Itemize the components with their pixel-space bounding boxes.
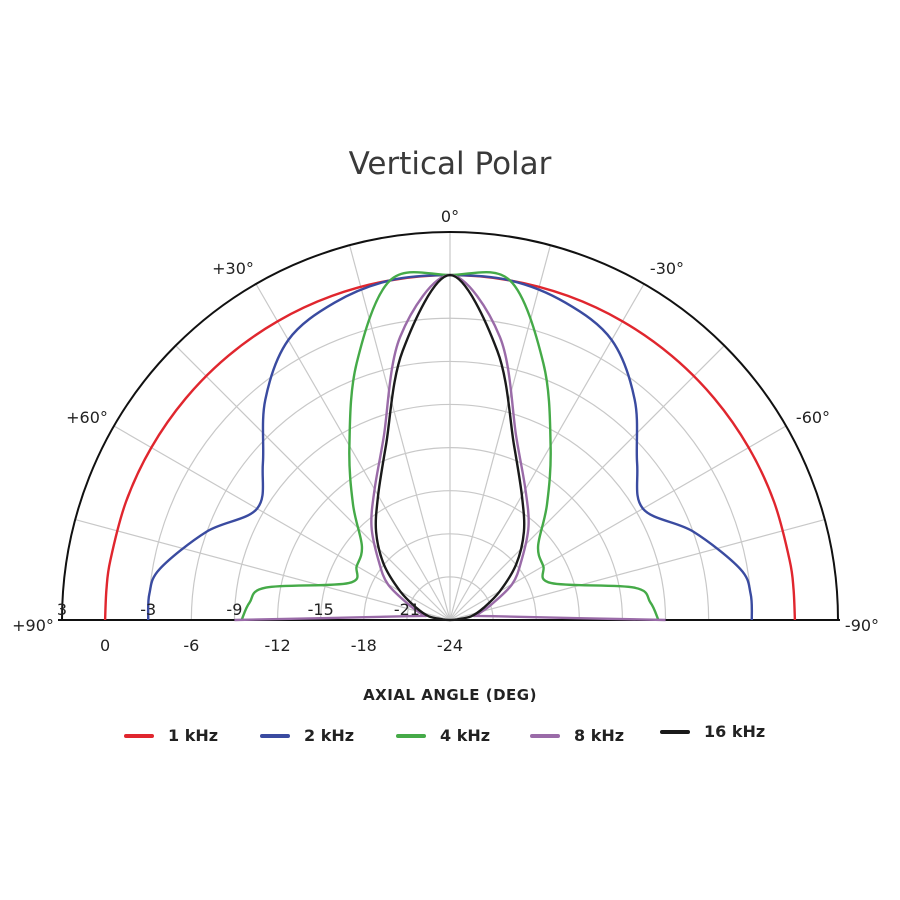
angle-label-minus30: -30° [650, 259, 684, 278]
radial-tick-label: 0 [100, 636, 110, 655]
radial-inline-label: -9 [226, 600, 242, 619]
angle-label-plus90: +90° [12, 616, 54, 635]
legend: 1 kHz 2 kHz 4 kHz 8 kHz 16 kHz [0, 722, 900, 750]
legend-item-4khz: 4 kHz [396, 726, 490, 745]
legend-label: 2 kHz [304, 726, 355, 745]
outer-boundary [61, 231, 839, 621]
legend-item-16khz: 16 kHz [660, 722, 765, 741]
legend-label: 1 kHz [168, 726, 219, 745]
angle-label-plus60: +60° [66, 408, 108, 427]
legend-item-2khz: 2 kHz [260, 726, 354, 745]
legend-label: 16 kHz [704, 722, 766, 741]
legend-item-8khz: 8 kHz [530, 726, 624, 745]
legend-label: 4 kHz [440, 726, 491, 745]
radial-inline-label: -21 [394, 600, 420, 619]
axis-labels: 0° +30° -30° +60° -60° +90° -90° 0 -6 -12 -18 -24 3 -… [12, 207, 879, 655]
grid-spoke [449, 425, 787, 621]
grid-spoke [449, 345, 725, 621]
radial-inline-label: 3 [57, 600, 67, 619]
grid-spoke [449, 245, 551, 621]
radial-tick-label: -6 [183, 636, 199, 655]
angle-label-0: 0° [441, 207, 459, 226]
series-16khz-curve [374, 273, 526, 622]
legend-swatch-4khz [396, 733, 426, 738]
legend-swatch-1khz [124, 733, 154, 738]
angle-label-minus90: -90° [845, 616, 879, 635]
legend-swatch-16khz [660, 729, 690, 734]
grid-spoke [75, 519, 451, 621]
radial-tick-label: -12 [265, 636, 291, 655]
grid-spoke [349, 245, 451, 621]
chart-title: Vertical Polar [348, 146, 552, 182]
x-axis-label: AXIAL ANGLE (DEG) [363, 686, 537, 704]
radial-inline-label: -15 [308, 600, 334, 619]
radial-tick-label: -18 [351, 636, 377, 655]
polar-grid [58, 231, 840, 621]
grid-spoke [175, 345, 451, 621]
legend-item-1khz: 1 kHz [124, 726, 218, 745]
grid-spoke [113, 425, 451, 621]
radial-inline-label: -3 [140, 600, 156, 619]
legend-swatch-8khz [530, 733, 560, 738]
legend-label: 8 kHz [574, 726, 625, 745]
grid-spoke [449, 519, 825, 621]
angle-label-minus60: -60° [796, 408, 830, 427]
angle-label-plus30: +30° [212, 259, 254, 278]
series-curves [103, 270, 797, 622]
radial-tick-label: -24 [437, 636, 463, 655]
legend-swatch-2khz [260, 733, 290, 738]
